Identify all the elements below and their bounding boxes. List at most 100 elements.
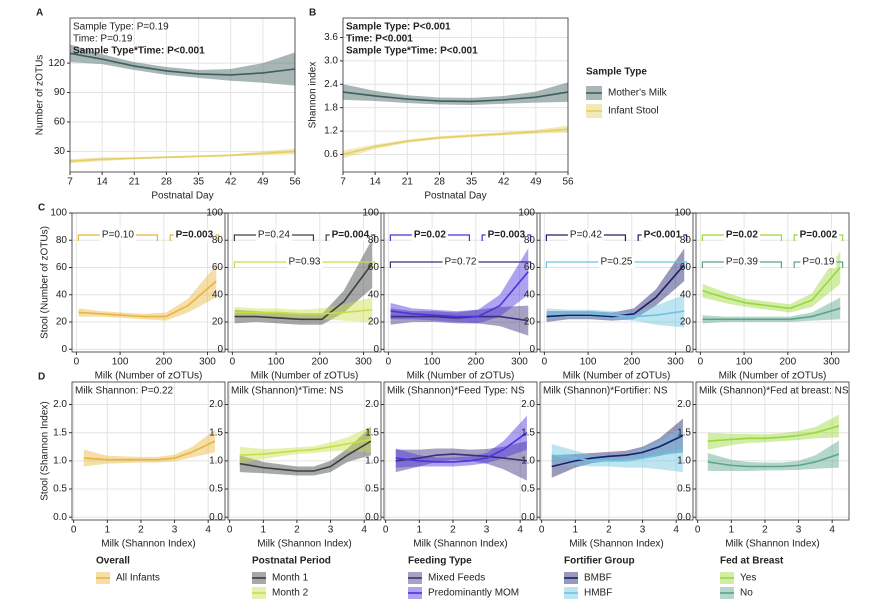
x-tick-label: 200 <box>155 357 172 368</box>
x-tick-label: 14 <box>97 177 109 188</box>
y-tick-label: 2.0 <box>209 399 223 410</box>
trend-line <box>395 432 528 463</box>
trend-line <box>69 150 296 163</box>
y-tick-label: 0.5 <box>365 484 379 495</box>
x-tick-label: 21 <box>402 177 414 188</box>
x-tick-label: 4 <box>829 525 835 536</box>
x-tick-label: 21 <box>129 177 141 188</box>
x-tick-label: 100 <box>736 357 753 368</box>
trend-line <box>546 310 685 318</box>
bracket-label: P=0.24 <box>258 230 290 241</box>
x-tick-label: 0 <box>230 357 236 368</box>
annotation: Milk (Shannon)*Time: NS <box>231 386 344 397</box>
x-axis-title: Milk (Number of zOTUs) <box>719 371 827 382</box>
x-tick-label: 3 <box>172 525 178 536</box>
trend-line <box>83 440 216 461</box>
confidence-band <box>83 429 215 467</box>
y-tick-label: 20 <box>368 317 380 328</box>
x-tick-label: 2 <box>138 525 144 536</box>
x-tick-label: 4 <box>517 525 523 536</box>
confidence-band <box>546 248 685 323</box>
trend-line <box>234 262 373 321</box>
legend-title: Fed at Breast <box>720 556 784 567</box>
y-tick-label: 80 <box>524 235 536 246</box>
x-tick-label: 14 <box>370 177 382 188</box>
y-tick-label: 40 <box>56 289 68 300</box>
y-tick-label: 100 <box>50 208 67 219</box>
annotation: Sample Type*Time: P<0.001 <box>346 46 478 57</box>
legend-label: Yes <box>740 573 756 584</box>
x-tick-label: 300 <box>667 357 684 368</box>
x-tick-label: 100 <box>424 357 441 368</box>
y-tick-label: 0.5 <box>209 484 223 495</box>
y-tick-label: 1.5 <box>53 427 67 438</box>
legend-label: No <box>740 588 753 599</box>
x-tick-label: 200 <box>311 357 328 368</box>
confidence-band <box>546 294 685 328</box>
y-tick-label: 2.0 <box>53 399 67 410</box>
y-tick-label: 0.6 <box>324 149 338 160</box>
panel-label: D <box>38 372 45 383</box>
y-tick-label: 0 <box>61 344 67 355</box>
x-tick-label: 56 <box>562 177 574 188</box>
y-tick-label: 0.0 <box>521 512 535 523</box>
x-tick-label: 1 <box>417 525 423 536</box>
legend-title: Postnatal Period <box>252 556 331 567</box>
y-tick-label: 0 <box>529 344 535 355</box>
y-tick-label: 60 <box>524 262 536 273</box>
x-tick-label: 1 <box>261 525 267 536</box>
legend-label: Infant Stool <box>608 106 659 117</box>
x-tick-label: 100 <box>112 357 129 368</box>
x-tick-label: 28 <box>161 177 173 188</box>
bracket-label: P=0.002 <box>800 230 838 241</box>
plot-border <box>695 381 850 521</box>
x-axis-title: Milk (Shannon Index) <box>725 539 820 550</box>
legend-label: Predominantly MOM <box>428 588 519 599</box>
x-tick-label: 28 <box>434 177 446 188</box>
y-tick-label: 1.0 <box>521 455 535 466</box>
confidence-band <box>390 305 529 336</box>
legend-title: Feeding Type <box>408 556 472 567</box>
bracket-label: P=0.39 <box>726 257 758 268</box>
y-tick-label: 100 <box>674 208 691 219</box>
y-tick-label: 1.2 <box>324 126 338 137</box>
y-tick-label: 0.0 <box>53 512 67 523</box>
trend-line <box>342 128 569 156</box>
y-tick-label: 0.0 <box>365 512 379 523</box>
annotation: Sample Type: P<0.001 <box>346 22 451 33</box>
x-axis-title: Milk (Number of zOTUs) <box>251 371 359 382</box>
x-tick-label: 1 <box>105 525 111 536</box>
bracket-label: P=0.93 <box>289 257 321 268</box>
bracket-label: P=0.19 <box>802 257 834 268</box>
x-tick-label: 7 <box>340 177 346 188</box>
bracket-label-background <box>598 256 635 268</box>
y-tick-label: 0.5 <box>521 484 535 495</box>
confidence-band <box>551 418 683 478</box>
confidence-band <box>702 251 841 313</box>
bracket-label: P=0.003 <box>176 230 214 241</box>
annotation: Sample Type: P=0.19 <box>73 22 169 33</box>
legend-label: Mixed Feeds <box>428 573 485 584</box>
annotation: Sample Type*Time: P<0.001 <box>73 46 205 57</box>
y-tick-label: 2.0 <box>521 399 535 410</box>
y-tick-label: 80 <box>368 235 380 246</box>
plot-border <box>539 212 694 353</box>
x-tick-label: 100 <box>580 357 597 368</box>
annotation: Milk (Shannon)*Fortifier: NS <box>543 386 668 397</box>
x-axis-title: Postnatal Day <box>151 191 213 202</box>
x-tick-label: 300 <box>199 357 216 368</box>
bracket-label: P=0.004 <box>332 230 370 241</box>
y-tick-label: 60 <box>680 262 692 273</box>
x-tick-label: 4 <box>361 525 367 536</box>
trend-line <box>390 271 529 318</box>
trend-line <box>239 440 372 472</box>
x-tick-label: 56 <box>289 177 301 188</box>
x-tick-label: 49 <box>530 177 542 188</box>
x-axis-title: Milk (Shannon Index) <box>413 539 508 550</box>
panel-label: C <box>38 203 45 214</box>
trend-line <box>234 308 373 315</box>
y-tick-label: 1.8 <box>324 102 338 113</box>
x-tick-label: 42 <box>498 177 510 188</box>
x-axis-title: Postnatal Day <box>424 191 486 202</box>
